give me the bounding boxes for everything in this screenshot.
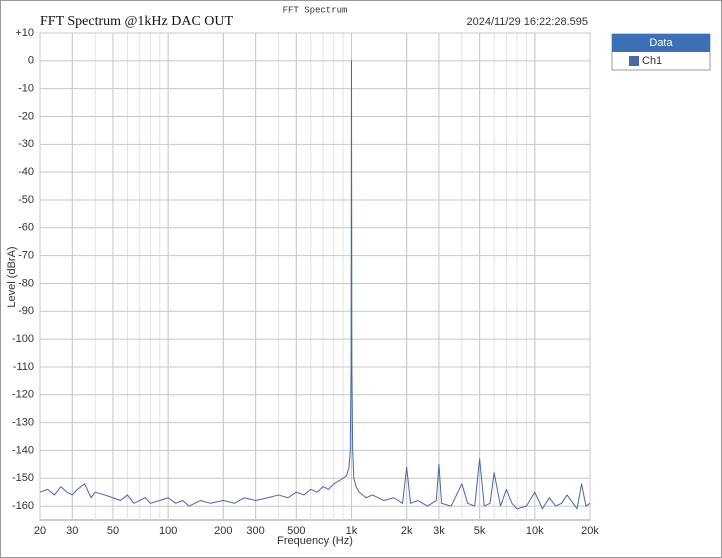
y-tick-label: -150 bbox=[12, 472, 34, 484]
y-tick-label: -50 bbox=[18, 194, 34, 206]
timestamp: 2024/11/29 16:22:28.595 bbox=[466, 16, 588, 28]
x-tick-label: 1k bbox=[346, 525, 358, 537]
x-tick-label: 20k bbox=[581, 525, 599, 537]
y-tick-label: -140 bbox=[12, 444, 34, 456]
y-tick-label: 0 bbox=[28, 55, 34, 67]
y-axis-label: Level (dBrA) bbox=[6, 246, 18, 307]
series-line bbox=[39, 60, 591, 510]
x-tick-label: 20 bbox=[34, 525, 46, 537]
legend-label: Ch1 bbox=[642, 55, 662, 67]
y-tick-label: -30 bbox=[18, 138, 34, 150]
y-tick-label: -80 bbox=[18, 277, 34, 289]
x-tick-label: 100 bbox=[159, 525, 177, 537]
x-tick-label: 3k bbox=[433, 525, 445, 537]
legend-title: Data bbox=[649, 37, 673, 49]
y-tick-label: -70 bbox=[18, 250, 34, 262]
legend: Data bbox=[611, 33, 711, 71]
window-title: FFT Spectrum bbox=[283, 5, 348, 15]
y-tick-label: -100 bbox=[12, 333, 34, 345]
legend-header bbox=[612, 34, 710, 52]
y-tick-label: -110 bbox=[13, 361, 34, 373]
legend-swatch bbox=[629, 56, 639, 66]
x-tick-label: 50 bbox=[107, 525, 119, 537]
x-axis-label: Frequency (Hz) bbox=[277, 535, 353, 547]
chart-title: FFT Spectrum @1kHz DAC OUT bbox=[40, 14, 234, 29]
y-tick-label: -120 bbox=[12, 389, 34, 401]
y-tick-label: -130 bbox=[12, 417, 34, 429]
x-tick-label: 2k bbox=[401, 525, 413, 537]
y-tick-label: -90 bbox=[18, 305, 34, 317]
y-tick-label: -20 bbox=[18, 110, 34, 122]
y-tick-label: +10 bbox=[15, 27, 34, 39]
x-tick-label: 300 bbox=[246, 525, 264, 537]
x-tick-label: 30 bbox=[66, 525, 78, 537]
x-tick-label: 10k bbox=[526, 525, 544, 537]
x-tick-label: 200 bbox=[214, 525, 232, 537]
plot-area bbox=[39, 32, 591, 521]
x-tick-label: 5k bbox=[474, 525, 486, 537]
y-tick-label: -160 bbox=[12, 500, 34, 512]
y-tick-label: -60 bbox=[18, 222, 34, 234]
x-tick-label: 500 bbox=[287, 525, 305, 537]
y-tick-label: -10 bbox=[18, 83, 34, 95]
y-tick-label: -40 bbox=[18, 166, 34, 178]
